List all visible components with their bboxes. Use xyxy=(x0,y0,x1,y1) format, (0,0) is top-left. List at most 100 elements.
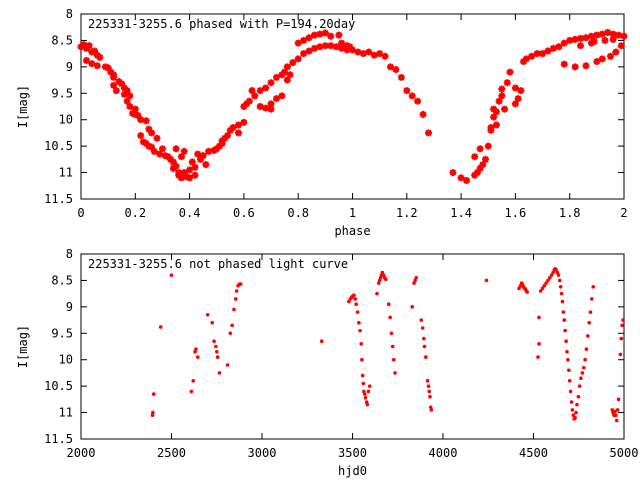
data-point xyxy=(387,63,395,71)
data-point xyxy=(180,147,188,155)
data-point xyxy=(145,125,153,133)
data-point xyxy=(213,145,221,153)
data-point xyxy=(156,150,164,158)
data-point xyxy=(256,103,264,110)
data-point xyxy=(319,339,324,344)
data-point xyxy=(549,44,557,52)
data-point xyxy=(289,59,297,67)
data-point xyxy=(563,328,567,333)
data-point xyxy=(457,174,465,182)
data-point xyxy=(172,145,180,153)
data-point xyxy=(490,105,498,113)
x-tick-label: 2000 xyxy=(67,446,96,460)
data-point xyxy=(343,42,351,50)
data-point xyxy=(88,48,96,56)
data-point xyxy=(221,134,229,142)
data-point xyxy=(217,371,222,375)
data-point xyxy=(593,58,601,66)
data-point xyxy=(225,363,230,367)
data-point xyxy=(424,355,428,359)
data-point xyxy=(189,389,194,394)
data-point xyxy=(218,140,226,147)
data-point xyxy=(191,379,196,383)
data-point xyxy=(397,73,405,81)
axis-ticks: 0 0.2 0.4 0.6 0.8 1 1.2 1.4 1.6 1.8 2 8 8.5 9 9.5 10 10.… xyxy=(44,7,628,220)
data-point xyxy=(262,84,270,92)
x-axis-label: hjd0 xyxy=(338,464,367,478)
data-point xyxy=(310,31,318,39)
data-point xyxy=(215,355,220,359)
x-tick-label: 2500 xyxy=(157,446,186,460)
y-tick-label: 11.5 xyxy=(44,432,73,446)
data-point xyxy=(614,413,618,418)
data-point xyxy=(593,31,601,39)
data-point xyxy=(490,113,498,121)
data-point xyxy=(112,87,120,95)
data-point xyxy=(419,318,424,322)
data-point xyxy=(164,153,172,161)
data-point xyxy=(145,142,153,150)
data-point xyxy=(559,291,564,296)
data-point xyxy=(557,278,562,283)
data-point xyxy=(427,389,432,394)
data-point xyxy=(352,293,356,298)
data-point xyxy=(558,284,563,289)
data-point xyxy=(498,92,506,100)
data-point xyxy=(321,42,329,50)
y-tick-label: 8.5 xyxy=(51,273,73,287)
y-tick-label: 10 xyxy=(59,113,73,127)
data-point xyxy=(544,281,548,285)
data-point xyxy=(547,275,552,280)
data-point xyxy=(262,104,270,112)
data-point xyxy=(574,410,578,415)
data-point xyxy=(582,34,590,42)
x-tick-label: 0.8 xyxy=(287,206,309,220)
data-point xyxy=(191,171,199,179)
data-point xyxy=(286,71,294,79)
data-point xyxy=(549,273,554,277)
data-point xyxy=(449,169,457,177)
data-point xyxy=(537,315,541,320)
data-point xyxy=(224,132,232,140)
data-point xyxy=(390,344,395,349)
data-point xyxy=(619,336,624,341)
data-point xyxy=(501,105,509,113)
data-point xyxy=(177,153,185,161)
data-point xyxy=(569,400,574,404)
data-point xyxy=(577,34,585,42)
data-point xyxy=(358,328,362,333)
data-point xyxy=(110,81,118,89)
data-point xyxy=(556,273,561,277)
data-point xyxy=(536,355,540,359)
data-point xyxy=(232,307,236,312)
x-tick-label: 0.6 xyxy=(233,206,255,220)
data-point xyxy=(388,315,392,320)
data-point xyxy=(590,37,598,45)
data-point xyxy=(349,46,356,54)
data-point xyxy=(408,92,416,100)
x-tick-label: 5000 xyxy=(610,446,639,460)
data-point xyxy=(215,142,223,150)
y-tick-label: 9.5 xyxy=(51,86,73,100)
data-point xyxy=(403,87,411,95)
data-point xyxy=(506,68,514,76)
data-point xyxy=(338,44,346,52)
data-point xyxy=(384,277,388,282)
y-tick-label: 11 xyxy=(59,166,73,180)
data-point xyxy=(363,395,368,400)
data-point xyxy=(240,118,248,126)
data-point xyxy=(514,95,522,103)
data-point xyxy=(366,389,371,394)
data-point xyxy=(375,291,379,296)
x-tick-label: 0 xyxy=(77,206,84,220)
plot-frame xyxy=(80,13,625,200)
data-point xyxy=(230,323,234,328)
data-point xyxy=(511,100,519,108)
data-point xyxy=(604,29,612,36)
data-point xyxy=(251,92,259,100)
y-axis-label: I[mag] xyxy=(16,325,30,368)
data-point xyxy=(118,80,126,88)
data-point xyxy=(520,58,528,66)
data-point xyxy=(511,84,519,92)
data-point xyxy=(539,50,547,58)
